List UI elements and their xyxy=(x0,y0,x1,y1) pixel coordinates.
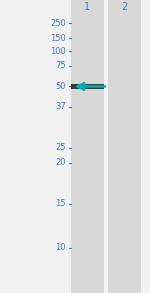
Text: 150: 150 xyxy=(50,34,66,42)
Text: 10: 10 xyxy=(56,243,66,252)
Bar xyxy=(70,84,104,89)
Text: 75: 75 xyxy=(55,62,66,70)
Text: 15: 15 xyxy=(56,199,66,208)
Text: 50: 50 xyxy=(56,82,66,91)
Bar xyxy=(108,0,141,293)
Text: 250: 250 xyxy=(50,19,66,28)
Text: 2: 2 xyxy=(121,2,128,12)
Text: 100: 100 xyxy=(50,47,66,56)
Text: 37: 37 xyxy=(55,103,66,111)
Text: 20: 20 xyxy=(56,158,66,167)
Text: 25: 25 xyxy=(56,144,66,152)
Bar xyxy=(70,0,104,293)
Text: 1: 1 xyxy=(84,2,90,12)
